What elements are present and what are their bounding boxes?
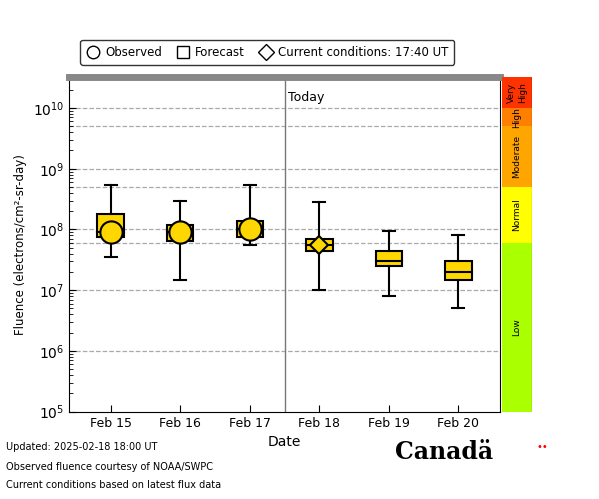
Text: ••: •• — [536, 442, 548, 452]
Bar — [376, 250, 402, 266]
Bar — [306, 239, 332, 250]
Text: Canadä: Canadä — [395, 440, 494, 464]
Text: Very
High: Very High — [507, 82, 527, 103]
Legend: Observed, Forecast, Current conditions: 17:40 UT: Observed, Forecast, Current conditions: … — [80, 40, 454, 65]
Bar — [502, 108, 532, 126]
Text: Normal: Normal — [512, 199, 522, 232]
Text: Current conditions based on latest flux data: Current conditions based on latest flux … — [6, 480, 221, 490]
Bar — [167, 225, 193, 241]
Text: Updated: 2025-02-18 18:00 UT: Updated: 2025-02-18 18:00 UT — [6, 442, 158, 452]
Bar — [502, 243, 532, 412]
Bar — [445, 261, 471, 279]
Bar — [237, 221, 263, 237]
X-axis label: Date: Date — [268, 435, 301, 449]
Bar — [98, 214, 124, 237]
Bar — [502, 77, 532, 108]
Bar — [502, 126, 532, 187]
Y-axis label: Fluence (electrons/cm²-sr-day): Fluence (electrons/cm²-sr-day) — [14, 154, 27, 335]
Text: Moderate: Moderate — [512, 135, 522, 178]
Text: Low: Low — [512, 318, 522, 336]
Text: Today: Today — [288, 91, 325, 104]
Bar — [502, 187, 532, 243]
Text: High: High — [512, 107, 522, 128]
Text: Observed fluence courtesy of NOAA/SWPC: Observed fluence courtesy of NOAA/SWPC — [6, 462, 213, 472]
